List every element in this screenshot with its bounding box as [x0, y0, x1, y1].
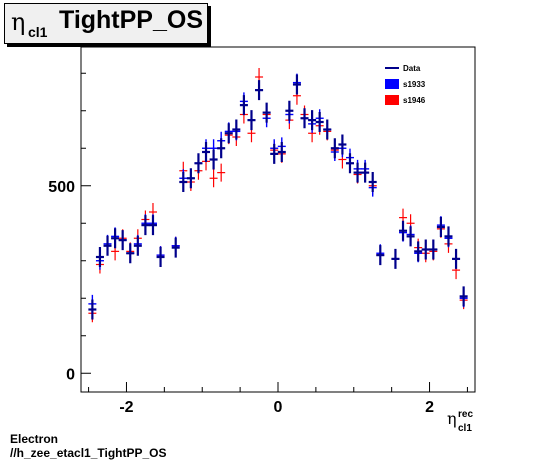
- data-point-Data: [421, 239, 430, 260]
- data-point-Data: [118, 230, 127, 251]
- data-point-Data: [452, 248, 461, 269]
- data-point-Data: [285, 100, 294, 121]
- data-point-Data: [429, 239, 438, 260]
- title-text: TightPP_OS: [59, 6, 204, 34]
- x-tick-label: 0: [274, 399, 283, 416]
- legend-label: Data: [403, 64, 421, 73]
- legend-box-marker: [385, 79, 399, 89]
- x-axis-label: η rec cl1: [447, 409, 473, 434]
- x-axis-label-subscript: cl1: [458, 423, 472, 434]
- data-point-Data: [270, 143, 279, 164]
- data-point-Data: [111, 228, 120, 249]
- title-subscript: cl1: [28, 24, 48, 40]
- data-point-Data: [300, 108, 309, 129]
- legend-label: s1946: [403, 96, 426, 105]
- legend: Data s1933 s1946: [385, 64, 426, 105]
- x-axis-label-symbol: η: [447, 409, 457, 428]
- data-point-Data: [323, 119, 332, 140]
- data-point-Data: [338, 134, 347, 155]
- data-point-Data: [330, 138, 339, 159]
- data-point-Data: [315, 112, 324, 132]
- data-point-Data: [224, 123, 233, 144]
- data-point-Data: [255, 80, 264, 101]
- data-point-Data: [179, 172, 188, 192]
- data-point-Data: [171, 237, 180, 258]
- tick-labels: -2 0 2 0 500: [48, 179, 434, 416]
- axis-ticks: [81, 72, 468, 392]
- data-point-Data: [103, 235, 112, 256]
- data-point-Data: [368, 172, 377, 192]
- x-tick-label: -2: [119, 399, 133, 416]
- data-point-Data: [209, 149, 218, 170]
- data-point-Data: [406, 226, 415, 247]
- footer-label: Electron: [10, 432, 59, 446]
- title-box: η cl1 TightPP_OS: [4, 3, 208, 44]
- data-point-Data: [194, 153, 203, 174]
- y-tick-label: 0: [66, 366, 75, 383]
- data-point-Data: [133, 235, 142, 256]
- data-point-Data: [444, 226, 453, 247]
- data-point-Data: [414, 241, 423, 262]
- data-point-Data: [202, 142, 211, 162]
- x-axis-label-superscript: rec: [458, 409, 473, 420]
- data-point-Data: [217, 138, 226, 159]
- data-point-Data: [148, 215, 157, 236]
- data-point-Data: [247, 110, 256, 131]
- data-point-Data: [88, 299, 97, 320]
- data-point-Data: [262, 102, 271, 123]
- data-point-Data: [232, 119, 241, 140]
- data-point-Data: [345, 153, 354, 174]
- legend-label: s1933: [403, 80, 426, 89]
- x-tick-label: 2: [425, 399, 434, 416]
- series-layer: [88, 68, 468, 323]
- data-point-Data: [277, 142, 286, 162]
- data-point-Data: [459, 286, 468, 307]
- legend-box-marker: [385, 95, 399, 105]
- data-point-Data: [126, 243, 135, 264]
- data-point-Data: [141, 215, 150, 236]
- data-point-Data: [308, 110, 317, 131]
- data-point-Data: [436, 217, 445, 237]
- data-point-Data: [376, 245, 385, 266]
- y-tick-label: 500: [48, 179, 75, 196]
- data-point-Data: [95, 247, 104, 267]
- data-point-Data: [239, 95, 248, 116]
- data-point-Data: [156, 247, 165, 267]
- data-point-s1946: [209, 169, 218, 188]
- data-point-Data: [399, 220, 408, 241]
- data-point-Data: [292, 74, 301, 95]
- data-point-Data: [361, 162, 370, 183]
- data-point-Data: [391, 248, 400, 269]
- title-symbol: η: [11, 8, 26, 36]
- data-point-Data: [186, 168, 195, 189]
- data-point-s1946: [217, 163, 226, 182]
- data-point-Data: [353, 162, 362, 183]
- footer-path: //h_zee_etacl1_TightPP_OS: [10, 446, 167, 460]
